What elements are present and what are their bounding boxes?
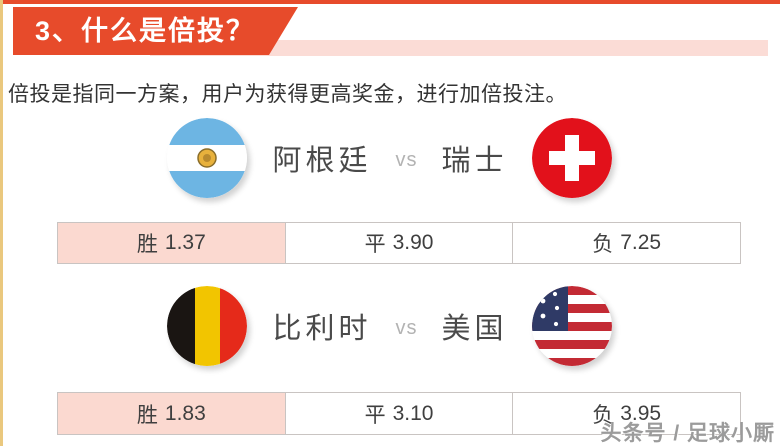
section-description: 倍投是指同一方案，用户为获得更高奖金，进行加倍投注。: [8, 83, 567, 106]
odds-row: 胜 1.37 平 3.90 负 7.25: [57, 222, 741, 264]
odds-row: 胜 1.83 平 3.10 负 3.95: [57, 392, 741, 435]
usa-flag-icon: [532, 286, 612, 366]
header-pink-ribbon: [150, 40, 768, 56]
odds-value: 3.95: [620, 401, 662, 425]
odds-value: 1.37: [164, 231, 206, 254]
home-team-name: 比利时: [272, 313, 372, 345]
odds-cell-draw[interactable]: 平 3.10: [284, 393, 513, 434]
switzerland-flag-icon: [532, 118, 612, 198]
vs-label: vs: [395, 148, 418, 171]
odds-cell-lose[interactable]: 负 3.95: [512, 393, 740, 434]
match-row: 阿根廷 vs 瑞士: [0, 112, 780, 204]
match-title: 比利时 vs 美国: [140, 280, 640, 372]
away-team-name: 美国: [441, 313, 508, 345]
vs-label: vs: [395, 316, 418, 339]
odds-label: 胜: [136, 233, 158, 256]
odds-label: 平: [364, 403, 386, 427]
odds-label: 平: [364, 233, 386, 256]
odds-cell-draw[interactable]: 平 3.90: [284, 223, 513, 263]
top-accent-bar: [3, 0, 780, 4]
odds-value: 3.10: [392, 401, 434, 425]
watermark: 头条号 / 足球小厮: [600, 422, 775, 445]
section-title: 3、什么是倍投？: [13, 7, 298, 55]
match-row: 比利时 vs 美国: [0, 280, 780, 372]
odds-cell-win[interactable]: 胜 1.83: [58, 393, 285, 434]
odds-value: 7.25: [620, 231, 662, 254]
home-team-name: 阿根廷: [272, 145, 372, 177]
away-team-name: 瑞士: [441, 145, 508, 177]
odds-value: 3.90: [392, 231, 434, 254]
odds-value: 1.83: [164, 401, 206, 425]
odds-cell-lose[interactable]: 负 7.25: [512, 223, 740, 263]
match-title: 阿根廷 vs 瑞士: [140, 112, 640, 204]
odds-label: 胜: [136, 403, 158, 427]
odds-cell-win[interactable]: 胜 1.37: [58, 223, 285, 263]
argentina-flag-icon: [167, 118, 247, 198]
left-accent-line: [0, 0, 3, 446]
odds-label: 负: [592, 233, 614, 256]
odds-label: 负: [592, 403, 614, 427]
